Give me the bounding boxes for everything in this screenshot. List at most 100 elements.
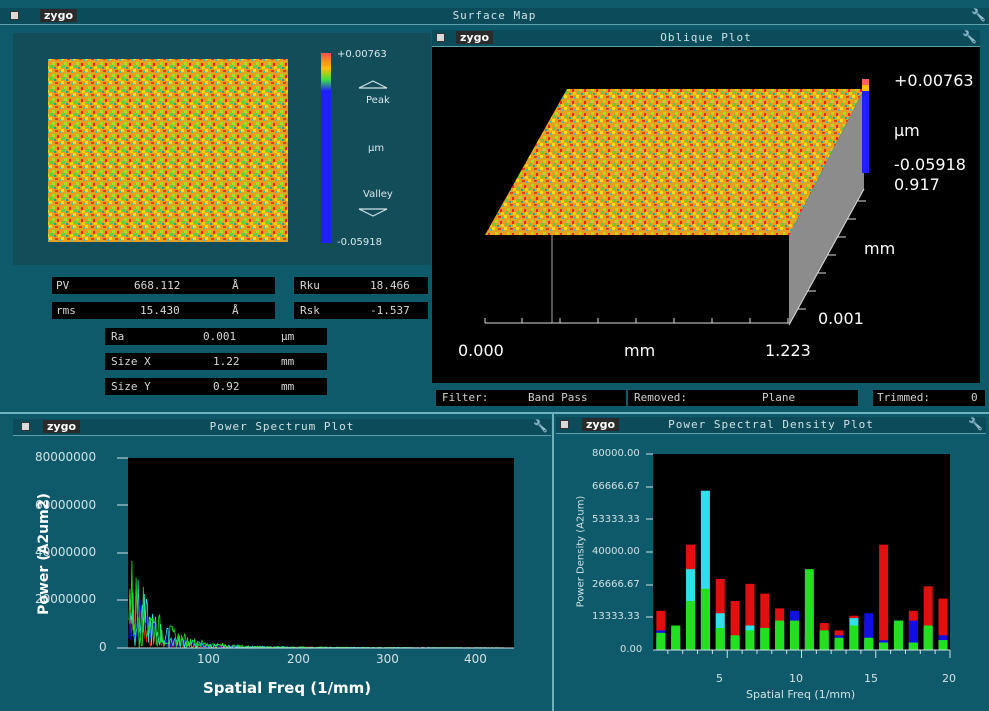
psd-xtick-0: 5 xyxy=(716,672,723,685)
power-spectrum-titlebar: Power Spectrum Plot zygo 🔧 xyxy=(13,419,551,436)
power-spectrum-zygo-logo: zygo xyxy=(43,420,81,433)
stat-size-y-value: 0.92 xyxy=(213,380,240,393)
psd-bar xyxy=(671,625,681,650)
wrench-icon[interactable]: 🔧 xyxy=(962,30,977,44)
removed-status: Removed: Plane xyxy=(628,390,858,406)
y-min-value: 0.001 xyxy=(818,309,864,328)
stat-rku: Rku 18.466 xyxy=(294,277,428,294)
power-spectrum-menu-button[interactable] xyxy=(21,422,30,431)
psd-bar xyxy=(656,632,666,650)
stat-size-x-value: 1.22 xyxy=(213,355,240,368)
psd-ytick-0: 80000.00 xyxy=(592,448,640,459)
z-scale-blue xyxy=(862,91,869,173)
surface-map-titlebar: Surface Map zygo 🔧 xyxy=(0,8,989,25)
psd-ytick-1: 66666.67 xyxy=(592,481,640,492)
wrench-icon[interactable]: 🔧 xyxy=(971,8,986,22)
color-scale-bar xyxy=(321,53,331,243)
ps-axes xyxy=(117,457,514,649)
filter-label: Filter: xyxy=(442,391,489,404)
psd-xtick-2: 15 xyxy=(864,672,878,685)
valley-marker-icon xyxy=(358,208,388,217)
stat-pv-label: PV xyxy=(56,279,70,292)
psd-xlabel: Spatial Freq (1/mm) xyxy=(746,688,856,701)
psd-chart[interactable] xyxy=(556,434,986,704)
ps-ytick-3: 20000000 xyxy=(35,592,97,606)
stat-rsk-value: -1.537 xyxy=(370,304,410,317)
wrench-icon[interactable]: 🔧 xyxy=(533,419,548,433)
psd-plot-area xyxy=(653,454,950,650)
psd-bar xyxy=(730,635,740,650)
stat-size-x-unit: mm xyxy=(281,355,295,368)
y-max-value: 0.917 xyxy=(894,175,940,194)
z-scale-top xyxy=(862,79,869,85)
psd-bar xyxy=(908,642,918,650)
psd-zygo-logo: zygo xyxy=(582,418,620,431)
wrench-icon[interactable]: 🔧 xyxy=(968,417,983,431)
surface-map-image[interactable] xyxy=(48,59,288,242)
psd-ylabel: Power Density (A2um) xyxy=(575,495,587,608)
oblique-plot[interactable]: +0.00763 µm -0.05918 0.917 mm 0.001 0.00… xyxy=(432,47,980,383)
stat-size-y-label: Size Y xyxy=(111,380,151,393)
psd-bar xyxy=(834,637,844,650)
ps-ylabel: Power (A2um2) xyxy=(36,493,52,615)
ps-ytick-4: 0 xyxy=(99,640,107,654)
stat-size-y: Size Y 0.92 mm xyxy=(105,378,327,395)
psd-ytick-5: 13333.33 xyxy=(592,611,640,622)
psd-xtick-1: 10 xyxy=(789,672,803,685)
oblique-x-ticks xyxy=(484,318,789,323)
stat-ra-value: 0.001 xyxy=(203,330,237,343)
psd-menu-button[interactable] xyxy=(560,420,569,429)
psd-ytick-6: 0.00 xyxy=(620,644,643,655)
ps-xtick-3: 400 xyxy=(464,652,487,666)
stat-size-x-label: Size X xyxy=(111,355,151,368)
power-spectrum-chart[interactable] xyxy=(13,436,551,704)
psd-bar xyxy=(819,630,829,650)
oblique-side-wall xyxy=(789,89,864,325)
valley-label: Valley xyxy=(363,189,393,200)
psd-bar xyxy=(745,630,755,650)
y-unit-label: mm xyxy=(864,239,896,258)
psd-ytick-3: 40000.00 xyxy=(592,546,640,557)
psd-bar xyxy=(730,601,740,650)
psd-bar xyxy=(686,601,696,650)
psd-bar xyxy=(864,613,874,650)
psd-bar xyxy=(923,586,933,650)
ps-plot-area xyxy=(128,458,514,648)
stat-rsk: Rsk -1.537 xyxy=(294,302,428,319)
trimmed-label: Trimmed: xyxy=(877,391,930,404)
psd-xtick-3: 20 xyxy=(942,672,956,685)
stat-ra-unit: µm xyxy=(281,330,295,343)
oblique-surface xyxy=(485,89,864,235)
x-unit-label: mm xyxy=(624,341,656,360)
psd-bar xyxy=(804,569,814,650)
ps-xtick-1: 200 xyxy=(287,652,310,666)
stat-rms: rms 15.430 Å xyxy=(52,302,275,319)
psd-bar xyxy=(879,544,889,650)
psd-bars xyxy=(656,490,948,650)
stat-rku-label: Rku xyxy=(300,279,320,292)
peak-label: Peak xyxy=(366,95,390,106)
surface-map-menu-button[interactable] xyxy=(10,11,19,20)
psd-bar xyxy=(923,625,933,650)
psd-panel: 80000.00 66666.67 53333.33 40000.00 2666… xyxy=(556,434,986,704)
psd-bar xyxy=(864,637,874,650)
oblique-menu-button[interactable] xyxy=(436,33,445,42)
x-min-value: 0.000 xyxy=(458,341,504,360)
psd-bar xyxy=(700,588,710,650)
stat-rku-value: 18.466 xyxy=(370,279,410,292)
stat-rms-unit: Å xyxy=(232,304,239,317)
ps-xlabel: Spatial Freq (1/mm) xyxy=(203,679,372,697)
stat-size-x: Size X 1.22 mm xyxy=(105,353,327,370)
ps-xtick-2: 300 xyxy=(376,652,399,666)
filter-status: Filter: Band Pass xyxy=(436,390,626,406)
psd-bar xyxy=(908,620,918,650)
psd-title: Power Spectral Density Plot xyxy=(668,418,874,431)
surface-map-canvas xyxy=(48,53,388,243)
stat-ra: Ra 0.001 µm xyxy=(105,328,327,345)
stat-pv-unit: Å xyxy=(232,279,239,292)
oblique-title: Oblique Plot xyxy=(660,31,752,44)
scale-unit-label: µm xyxy=(368,143,385,154)
psd-ytick-2: 53333.33 xyxy=(592,514,640,525)
oblique-titlebar: Oblique Plot zygo 🔧 xyxy=(432,30,980,47)
